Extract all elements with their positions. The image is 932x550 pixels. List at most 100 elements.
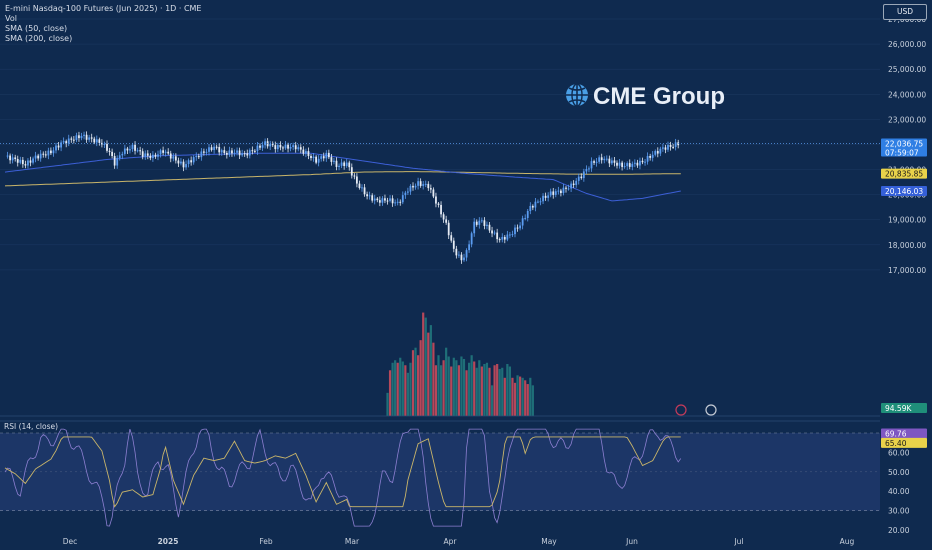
candle-body: [80, 135, 83, 139]
candle-body: [32, 158, 34, 163]
candle-body: [320, 156, 323, 159]
time-axis[interactable]: Dec 2025 Feb Mar Apr May Jun Jul Aug: [63, 537, 855, 546]
candle-body: [358, 183, 361, 189]
volume-bar: [401, 361, 404, 416]
candle-body: [312, 156, 315, 159]
volume-bar: [488, 367, 491, 416]
time-tick-label: Apr: [444, 537, 458, 546]
candle-body: [264, 141, 266, 146]
candle-body: [348, 162, 351, 168]
candle-body: [618, 162, 621, 166]
volume-bar: [524, 380, 527, 416]
rsi-ma-tag-text: 65.40: [885, 439, 907, 448]
candle-body: [598, 157, 601, 162]
candle-body: [261, 145, 264, 148]
volume-bar: [399, 357, 402, 416]
candle-body: [654, 151, 657, 155]
candle-body: [575, 180, 578, 185]
candle-body: [172, 156, 175, 159]
candle-body: [251, 150, 254, 152]
candle-body: [315, 156, 317, 163]
candle-body: [478, 220, 481, 225]
candle-body: [14, 157, 17, 160]
candle-body: [486, 224, 488, 226]
candle-body: [371, 195, 374, 201]
candle-body: [646, 155, 649, 162]
candle-body: [215, 146, 218, 148]
candle-body: [203, 151, 205, 153]
candle-body: [111, 151, 113, 157]
rsi-line: [4, 428, 682, 527]
candle-body: [139, 150, 142, 152]
candle-body: [603, 158, 606, 161]
sma200-indicator-label[interactable]: SMA (200, close): [5, 34, 73, 43]
candle-body: [182, 161, 185, 168]
candle-body: [529, 205, 532, 211]
candle-body: [475, 221, 478, 225]
volume-marker-icons[interactable]: [675, 404, 717, 416]
volume-bar: [414, 347, 417, 416]
volume-bar: [460, 356, 463, 416]
candle-body: [162, 150, 164, 153]
candle-body: [174, 156, 177, 161]
candle-body: [577, 176, 580, 181]
candle-body: [243, 153, 246, 155]
candle-body: [498, 239, 501, 241]
candle-body: [310, 155, 312, 159]
volume-bar: [455, 360, 458, 416]
candle-body: [197, 156, 200, 158]
candle-body: [463, 257, 465, 261]
candle-body: [223, 150, 226, 153]
rsi-title[interactable]: RSI (14, close): [4, 422, 59, 431]
candle-body: [621, 162, 623, 167]
candle-body: [343, 162, 346, 166]
candle-body: [98, 139, 101, 143]
candle-body: [432, 189, 435, 197]
rsi-tag-text: 69.76: [885, 429, 907, 438]
candle-body: [549, 191, 552, 196]
rsi-ma-tag-bg: [881, 437, 927, 448]
candle-body: [340, 162, 343, 166]
candle-body: [378, 200, 381, 203]
candle-body: [149, 155, 152, 159]
volume-bar: [445, 347, 448, 416]
volume-indicator-label[interactable]: Vol: [5, 14, 17, 23]
event-icon[interactable]: [705, 404, 717, 416]
candle-body: [440, 204, 442, 215]
rsi-ma-line: [4, 436, 681, 508]
candle-body: [572, 183, 575, 185]
flash-icon[interactable]: [675, 404, 687, 416]
candle-body: [164, 151, 167, 153]
symbol-title[interactable]: E-mini Nasdaq-100 Futures (Jun 2025) · 1…: [5, 4, 202, 13]
candle-body: [636, 162, 639, 166]
volume-bar: [478, 360, 481, 416]
candle-body: [669, 144, 672, 147]
sma-200-path: [4, 171, 681, 187]
candle-body: [200, 151, 203, 158]
candle-body: [238, 150, 241, 156]
candle-body: [519, 225, 521, 229]
candle-body: [72, 139, 75, 141]
candle-body: [259, 145, 261, 148]
price-tick-label: 26,000.00: [888, 40, 926, 49]
candle-body: [544, 195, 547, 198]
volume-bar: [470, 355, 473, 416]
candle-body: [582, 171, 585, 179]
candle-body: [330, 157, 333, 162]
volume-bar: [529, 377, 532, 416]
last-price-tag-text: 22,036.75: [885, 140, 923, 149]
candle-body: [562, 187, 565, 194]
volume-bar: [506, 364, 509, 416]
candle-body: [195, 156, 198, 158]
candle-body: [113, 156, 116, 166]
candle-body: [537, 201, 539, 203]
currency-selector[interactable]: USD: [883, 4, 927, 20]
candle-body: [491, 230, 493, 234]
candle-body: [228, 150, 231, 155]
candle-body: [279, 144, 282, 148]
candle-body: [659, 148, 662, 154]
candle-body: [6, 155, 9, 157]
sma50-indicator-label[interactable]: SMA (50, close): [5, 24, 68, 33]
